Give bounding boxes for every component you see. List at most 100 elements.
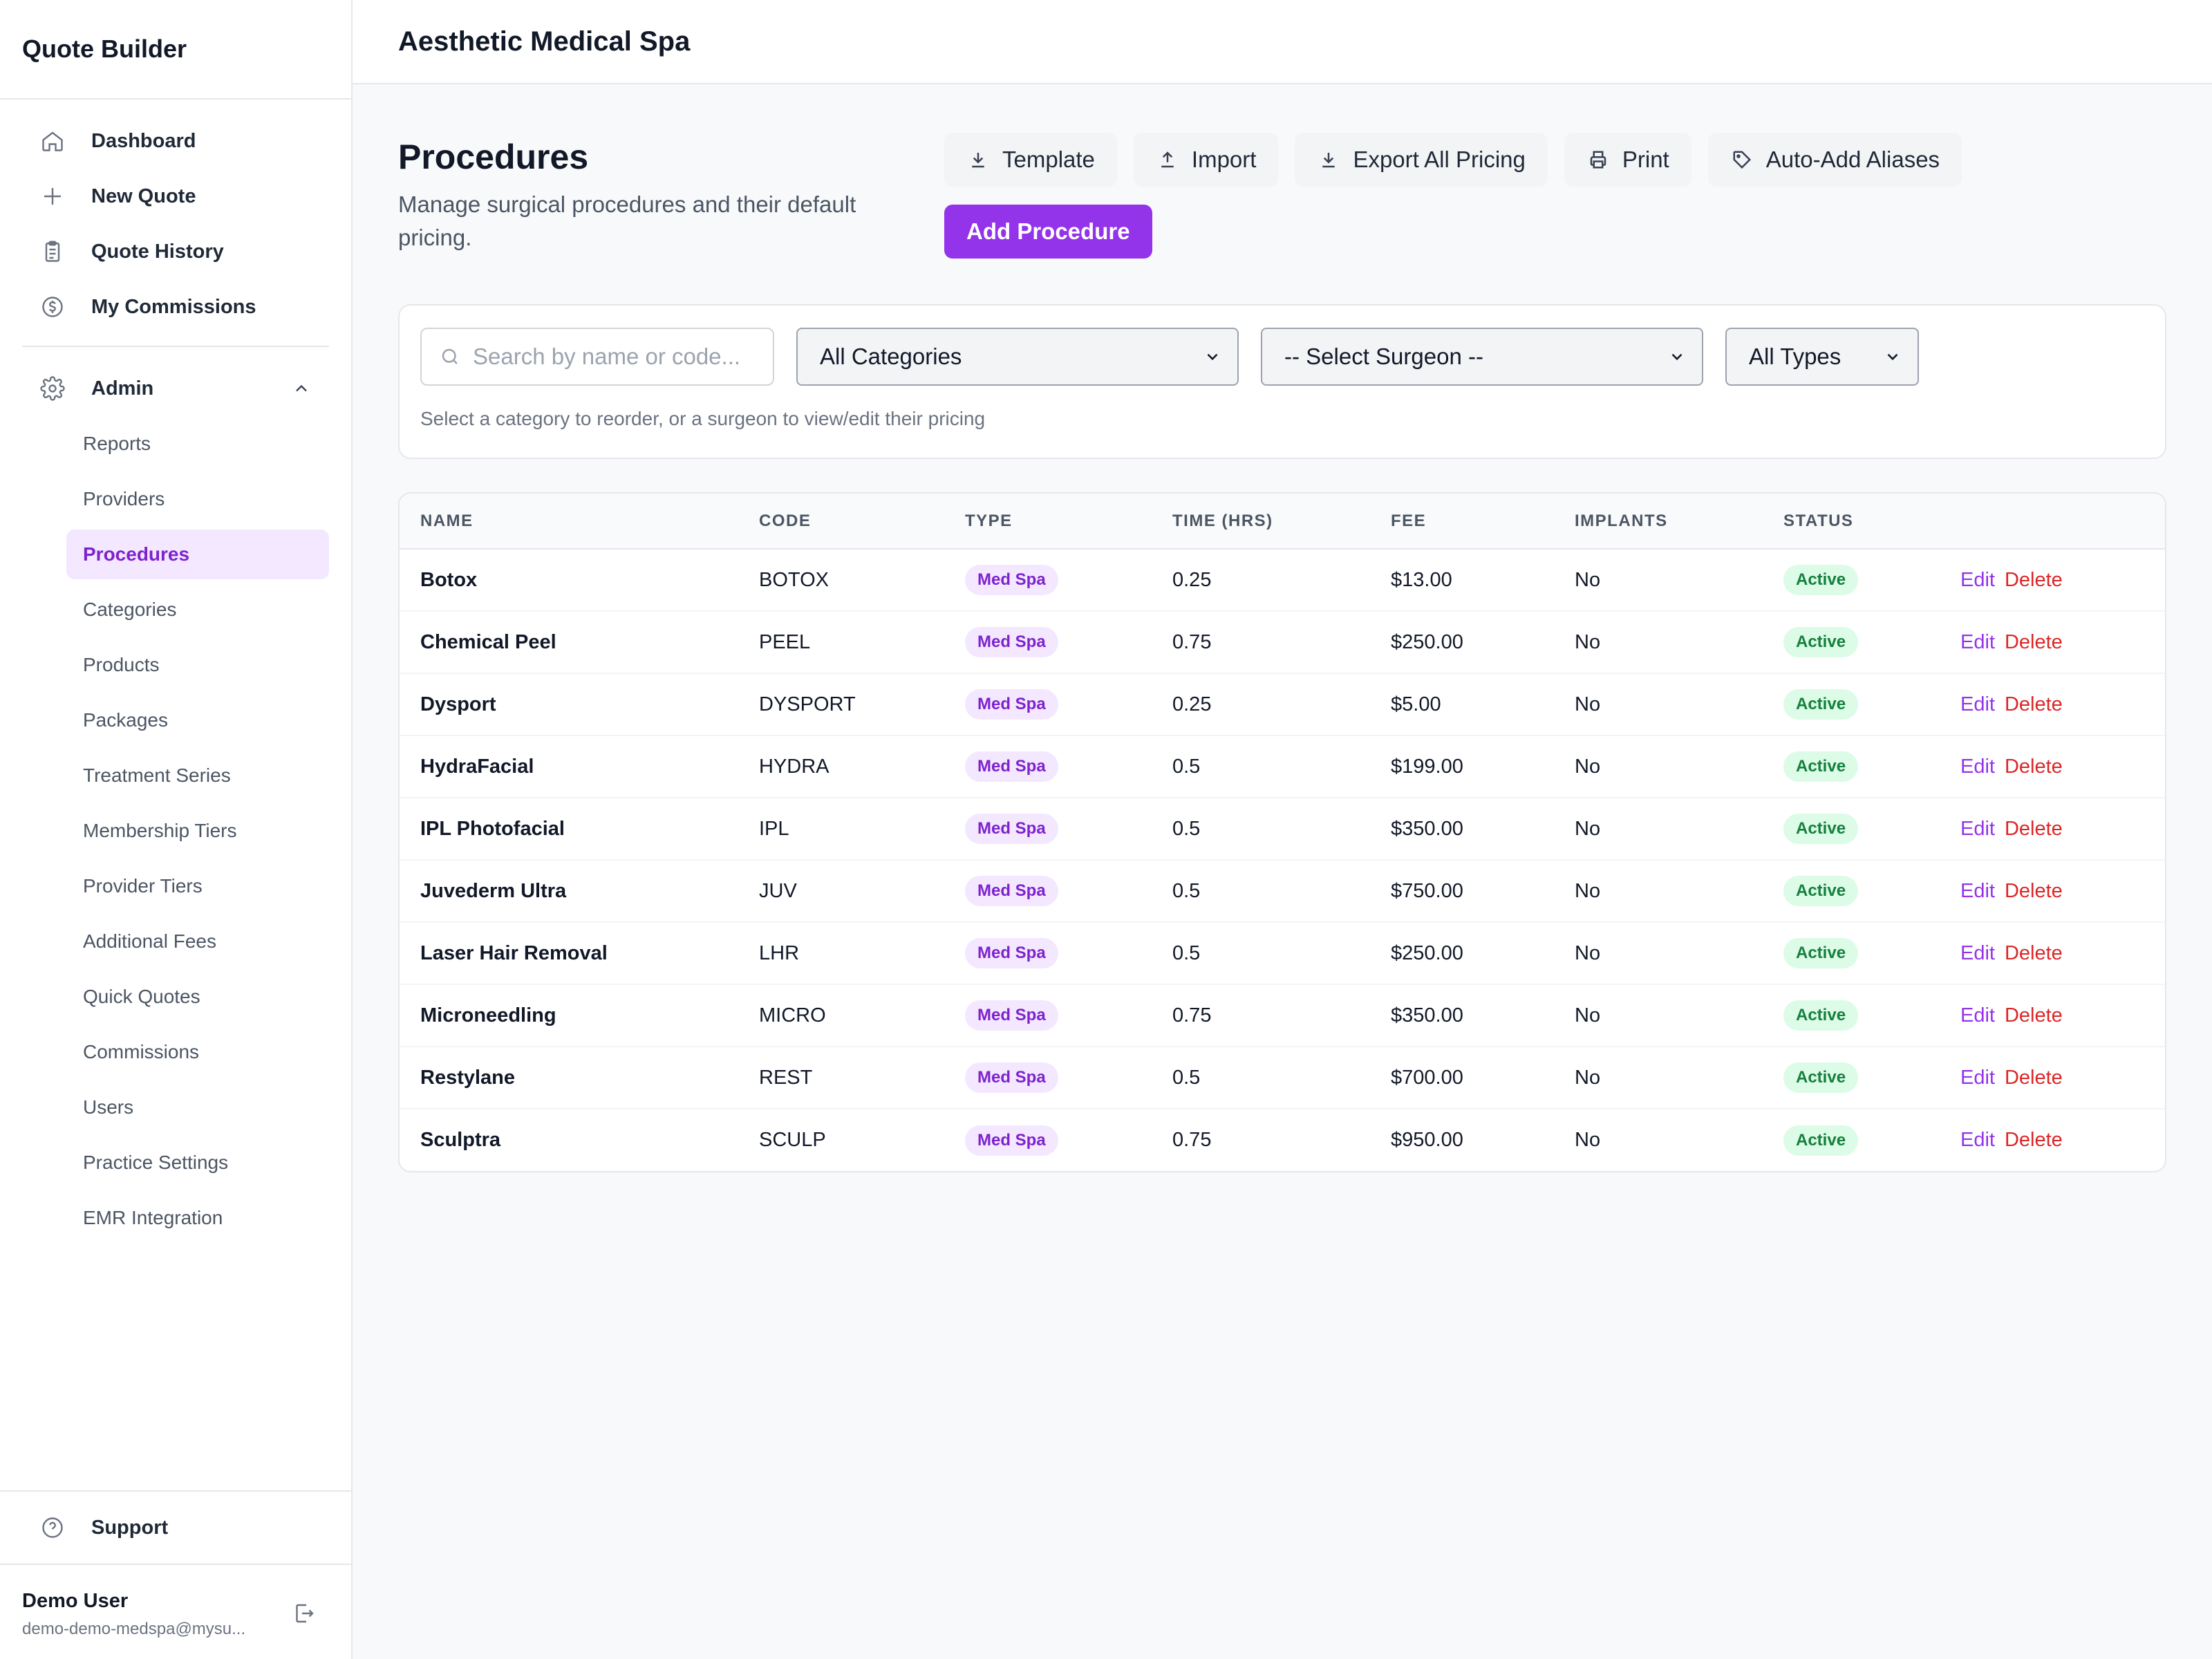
- cell-fee: $250.00: [1370, 922, 1554, 985]
- table-row[interactable]: Juvederm Ultra JUV Med Spa 0.5 $750.00 No Acti…: [400, 860, 2165, 923]
- row-actions: Edit Delete: [1940, 735, 2165, 798]
- practice-title: Aesthetic Medical Spa: [353, 0, 2212, 84]
- delete-link[interactable]: Delete: [2004, 1066, 2063, 1089]
- delete-link[interactable]: Delete: [2004, 693, 2063, 715]
- sidebar-item-additional-fees[interactable]: Additional Fees: [83, 930, 217, 952]
- edit-link[interactable]: Edit: [1960, 941, 1995, 964]
- filter-hint: Select a category to reorder, or a surge…: [420, 408, 986, 429]
- home-icon: [39, 127, 66, 155]
- export-all-pricing-button[interactable]: Export All Pricing: [1295, 133, 1548, 187]
- table-row[interactable]: Sculptra SCULP Med Spa 0.75 $950.00 No Active E…: [400, 1109, 2165, 1171]
- sidebar-item-treatment-series[interactable]: Treatment Series: [83, 765, 231, 786]
- column-header-implants[interactable]: IMPLANTS: [1554, 494, 1763, 550]
- column-header-code[interactable]: CODE: [738, 494, 944, 550]
- edit-link[interactable]: Edit: [1960, 1004, 1995, 1027]
- import-button[interactable]: Import: [1133, 133, 1279, 187]
- cell-name: Dysport: [400, 673, 738, 736]
- sidebar-item-providers[interactable]: Providers: [83, 488, 165, 509]
- cell-code: DYSPORT: [738, 673, 944, 736]
- sidebar-item-reports[interactable]: Reports: [83, 433, 151, 454]
- sidebar-item-emr-integration[interactable]: EMR Integration: [83, 1207, 223, 1228]
- filter-row: All Categories -- Select Surgeon -- All …: [420, 328, 2144, 386]
- edit-link[interactable]: Edit: [1960, 817, 1995, 840]
- delete-link[interactable]: Delete: [2004, 817, 2063, 840]
- surgeon-select[interactable]: -- Select Surgeon --: [1261, 328, 1703, 386]
- row-actions: Edit Delete: [1940, 611, 2165, 674]
- type-badge: Med Spa: [965, 627, 1058, 657]
- template-label: Template: [1002, 147, 1095, 172]
- table-row[interactable]: Chemical Peel PEEL Med Spa 0.75 $250.00 No Act…: [400, 611, 2165, 674]
- cell-name: Microneedling: [400, 984, 738, 1047]
- sidebar-item-categories[interactable]: Categories: [83, 599, 177, 620]
- auto-add-aliases-button[interactable]: Auto-Add Aliases: [1707, 133, 1962, 187]
- category-select-value: All Categories: [820, 344, 962, 369]
- delete-link[interactable]: Delete: [2004, 1129, 2063, 1151]
- cell-name: Restylane: [400, 1047, 738, 1109]
- type-badge: Med Spa: [965, 876, 1058, 906]
- delete-link[interactable]: Delete: [2004, 568, 2063, 591]
- sidebar-item-membership-tiers[interactable]: Membership Tiers: [83, 820, 237, 841]
- table-row[interactable]: Laser Hair Removal LHR Med Spa 0.5 $250.00 No…: [400, 922, 2165, 985]
- category-select[interactable]: All Categories: [796, 328, 1239, 386]
- edit-link[interactable]: Edit: [1960, 630, 1995, 653]
- status-badge: Active: [1783, 876, 1859, 906]
- sidebar-item-quote-history[interactable]: Quote History: [22, 227, 329, 276]
- delete-link[interactable]: Delete: [2004, 941, 2063, 964]
- clipboard-icon: [39, 238, 66, 265]
- sidebar-item-new-quote[interactable]: New Quote: [22, 171, 329, 221]
- sidebar-item-practice-settings[interactable]: Practice Settings: [83, 1152, 229, 1173]
- sidebar-item-packages[interactable]: Packages: [83, 709, 168, 731]
- column-header-time[interactable]: TIME (HRS): [1152, 494, 1370, 550]
- table-row[interactable]: Microneedling MICRO Med Spa 0.75 $350.00 No Ac…: [400, 984, 2165, 1047]
- cell-implants: No: [1554, 984, 1763, 1047]
- table-row[interactable]: Dysport DYSPORT Med Spa 0.25 $5.00 No Active Ed…: [400, 673, 2165, 736]
- chevron-up-icon[interactable]: [290, 377, 312, 400]
- column-header-status[interactable]: STATUS: [1763, 494, 1940, 550]
- column-header-type[interactable]: TYPE: [944, 494, 1152, 550]
- delete-link[interactable]: Delete: [2004, 1004, 2063, 1027]
- status-badge: Active: [1783, 938, 1859, 968]
- sidebar-item-products[interactable]: Products: [83, 654, 160, 675]
- edit-link[interactable]: Edit: [1960, 1129, 1995, 1151]
- row-actions: Edit Delete: [1940, 673, 2165, 736]
- support-label: Support: [91, 1516, 169, 1539]
- sidebar-group-admin[interactable]: Admin: [22, 364, 329, 413]
- table-row[interactable]: HydraFacial HYDRA Med Spa 0.5 $199.00 No Activ…: [400, 735, 2165, 798]
- sidebar-item-commissions[interactable]: Commissions: [83, 1041, 200, 1062]
- sidebar-item-quick-quotes[interactable]: Quick Quotes: [83, 986, 200, 1007]
- sidebar-item-label: My Commissions: [91, 295, 256, 318]
- delete-link[interactable]: Delete: [2004, 630, 2063, 653]
- type-badge: Med Spa: [965, 565, 1058, 595]
- template-button[interactable]: Template: [944, 133, 1117, 187]
- cell-time: 0.5: [1152, 922, 1370, 985]
- delete-link[interactable]: Delete: [2004, 755, 2063, 778]
- cell-implants: No: [1554, 611, 1763, 674]
- status-badge: Active: [1783, 1125, 1859, 1156]
- cell-name: Chemical Peel: [400, 611, 738, 674]
- add-procedure-button[interactable]: Add Procedure: [944, 205, 1152, 259]
- cell-code: MICRO: [738, 984, 944, 1047]
- table-row[interactable]: Botox BOTOX Med Spa 0.25 $13.00 No Active Edit D…: [400, 549, 2165, 612]
- logout-icon[interactable]: [290, 1600, 318, 1627]
- edit-link[interactable]: Edit: [1960, 1066, 1995, 1089]
- sidebar-item-my-commissions[interactable]: My Commissions: [22, 282, 329, 332]
- print-button[interactable]: Print: [1564, 133, 1691, 187]
- sidebar-item-users[interactable]: Users: [83, 1096, 134, 1118]
- edit-link[interactable]: Edit: [1960, 568, 1995, 591]
- search-input[interactable]: [473, 344, 749, 370]
- edit-link[interactable]: Edit: [1960, 755, 1995, 778]
- action-toolbar: Template Import Export All Pricing: [944, 133, 2023, 276]
- sidebar-item-dashboard[interactable]: Dashboard: [22, 116, 329, 166]
- sidebar-item-provider-tiers[interactable]: Provider Tiers: [83, 875, 203, 897]
- table-row[interactable]: IPL Photofacial IPL Med Spa 0.5 $350.00 No Act…: [400, 798, 2165, 861]
- edit-link[interactable]: Edit: [1960, 879, 1995, 902]
- delete-link[interactable]: Delete: [2004, 879, 2063, 902]
- column-header-fee[interactable]: FEE: [1370, 494, 1554, 550]
- type-select[interactable]: All Types: [1725, 328, 1919, 386]
- sidebar-item-procedures[interactable]: Procedures: [66, 529, 329, 579]
- column-header-name[interactable]: NAME: [400, 494, 738, 550]
- sidebar-item-support[interactable]: Support: [0, 1490, 351, 1564]
- table-row[interactable]: Restylane REST Med Spa 0.5 $700.00 No Active Ed…: [400, 1047, 2165, 1109]
- edit-link[interactable]: Edit: [1960, 693, 1995, 715]
- table-body: Botox BOTOX Med Spa 0.25 $13.00 No Active Edit D…: [400, 549, 2165, 1171]
